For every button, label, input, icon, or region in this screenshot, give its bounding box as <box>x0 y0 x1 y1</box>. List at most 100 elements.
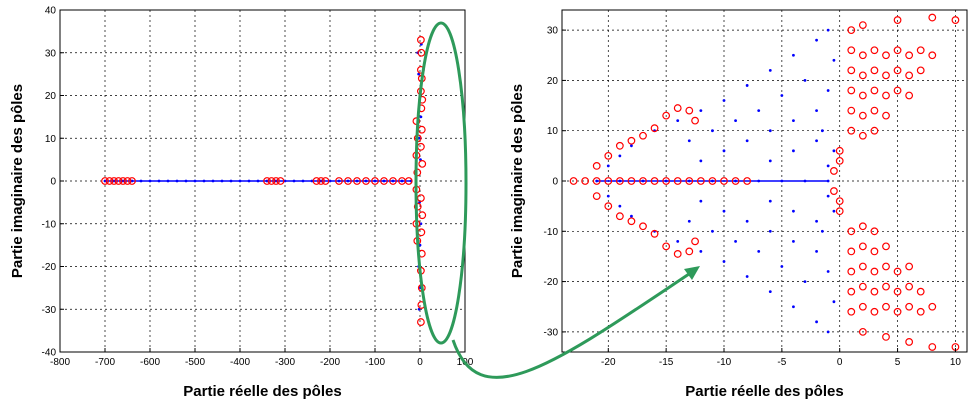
red-pole-marker <box>404 177 413 185</box>
x-tick-label: 0 <box>837 357 843 368</box>
red-pole-marker <box>847 267 856 276</box>
red-pole-marker <box>650 124 659 133</box>
red-pole-marker <box>119 177 127 185</box>
red-pole-marker <box>835 197 844 206</box>
red-pole-marker <box>847 26 856 35</box>
y-tick-label: -10 <box>544 227 559 238</box>
right-y-axis-label: Partie imaginaire des pôles <box>509 84 526 278</box>
x-tick-label: 10 <box>950 357 962 368</box>
red-pole-marker <box>893 66 902 75</box>
y-tick-label: -20 <box>544 277 559 288</box>
red-pole-marker <box>916 66 925 75</box>
red-pole-marker <box>691 237 699 246</box>
y-tick-label: 10 <box>45 134 57 145</box>
x-tick-label: -600 <box>140 357 160 368</box>
x-tick-label: -5 <box>777 357 786 368</box>
red-pole-marker <box>858 71 867 80</box>
blue-pole-point <box>618 154 622 158</box>
red-pole-marker <box>417 318 425 326</box>
red-pole-marker <box>847 307 856 316</box>
blue-pole-point <box>734 239 737 243</box>
red-pole-marker <box>870 46 879 55</box>
red-pole-marker <box>592 192 601 200</box>
red-pole-marker <box>858 262 867 271</box>
red-pole-marker <box>418 211 427 220</box>
red-pole-marker <box>335 177 343 185</box>
red-pole-marker <box>893 287 902 296</box>
red-pole-marker <box>685 177 694 185</box>
blue-pole-point <box>606 164 610 168</box>
x-tick-label: -800 <box>50 357 70 368</box>
red-pole-marker <box>835 207 844 216</box>
x-tick-label: -200 <box>320 357 340 368</box>
red-pole-marker <box>870 126 879 135</box>
red-pole-marker <box>604 151 613 160</box>
red-pole-marker <box>708 177 717 185</box>
blue-pole-point <box>722 99 726 102</box>
y-tick-label: 0 <box>552 177 558 188</box>
right-y-ticks: -30 -20 -10 0 10 20 30 <box>544 26 566 338</box>
red-pole-marker <box>858 242 867 251</box>
y-tick-label: 10 <box>547 126 559 137</box>
red-pole-marker <box>743 177 752 185</box>
red-pole-marker <box>882 71 890 80</box>
red-pole-marker <box>691 116 699 125</box>
red-pole-marker <box>847 227 856 236</box>
red-pole-marker <box>905 71 914 80</box>
red-pole-marker <box>928 13 937 22</box>
y-tick-label: 0 <box>50 177 56 188</box>
red-pole-marker <box>569 177 578 185</box>
red-pole-marker <box>905 262 914 271</box>
blue-pole-point <box>687 219 691 223</box>
zoom-arrow <box>451 268 696 379</box>
red-pole-marker <box>847 106 856 115</box>
red-pole-marker <box>615 212 624 221</box>
blue-pole-point <box>780 94 784 97</box>
blue-pole-point <box>826 89 830 92</box>
red-pole-marker <box>417 228 426 237</box>
y-tick-label: -20 <box>42 262 57 273</box>
blue-pole-point <box>699 159 703 163</box>
red-pole-marker <box>662 242 671 251</box>
blue-pole-point <box>745 84 749 87</box>
red-pole-marker <box>267 177 276 185</box>
blue-pole-point <box>722 209 726 213</box>
red-pole-marker <box>650 229 659 238</box>
red-pole-marker <box>627 217 636 226</box>
x-tick-label: -500 <box>185 357 205 368</box>
blue-pole-point <box>803 79 807 82</box>
red-pole-marker <box>858 327 867 336</box>
blue-pole-point <box>722 149 726 153</box>
red-pole-marker <box>639 222 647 231</box>
red-pole-marker <box>893 86 902 95</box>
red-pole-marker <box>870 247 879 256</box>
red-pole-marker <box>928 51 937 60</box>
x-tick-label: -100 <box>365 357 385 368</box>
red-pole-marker <box>893 267 902 276</box>
red-pole-marker <box>362 177 370 185</box>
red-pole-marker <box>615 141 624 150</box>
red-pole-marker <box>870 287 879 296</box>
blue-pole-point <box>832 209 836 213</box>
blue-pole-point <box>711 229 714 233</box>
red-pole-marker <box>380 177 388 185</box>
blue-pole-point <box>780 265 784 268</box>
red-pole-marker <box>128 177 136 185</box>
red-pole-marker <box>696 177 705 185</box>
zoom-region-ellipse <box>414 21 468 345</box>
blue-pole-point <box>699 250 703 253</box>
red-pole-marker <box>882 302 890 311</box>
red-pole-marker <box>882 333 890 341</box>
red-pole-marker <box>312 177 321 185</box>
blue-pole-point <box>618 204 622 208</box>
red-pole-marker <box>650 177 659 185</box>
red-pole-marker <box>627 136 636 145</box>
red-pole-marker <box>847 86 856 95</box>
blue-pole-point <box>792 149 795 153</box>
red-pole-marker <box>835 156 844 165</box>
red-pole-marker <box>418 159 427 168</box>
red-pole-marker <box>870 86 879 95</box>
y-tick-label: 40 <box>45 6 57 17</box>
red-pole-marker <box>905 338 914 346</box>
